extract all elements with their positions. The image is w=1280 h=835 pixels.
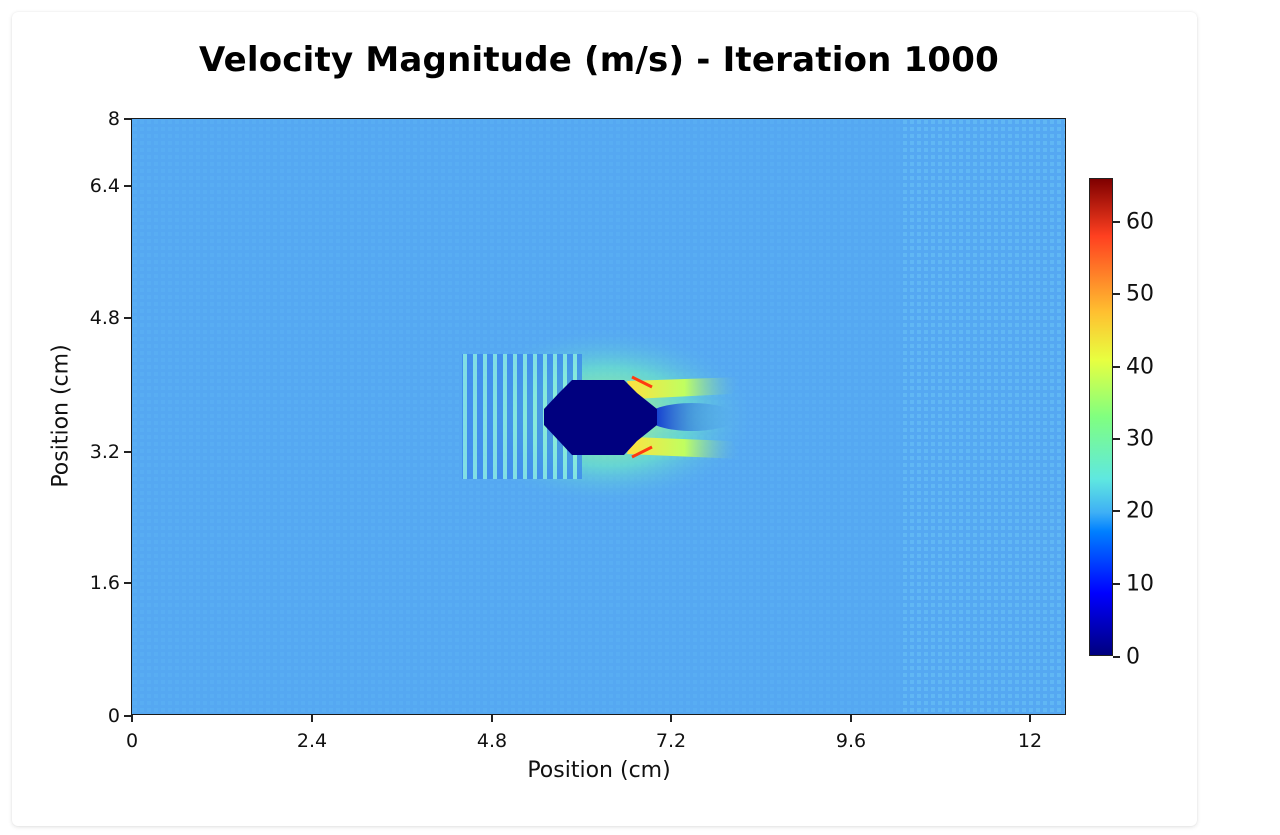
y-tick-label: 3.2 bbox=[89, 441, 120, 463]
obstacle bbox=[544, 380, 657, 455]
x-tick-label: 0 bbox=[125, 730, 139, 752]
colorbar-label: 0 bbox=[1126, 644, 1140, 670]
chart-title: Velocity Magnitude (m/s) - Iteration 100… bbox=[198, 40, 999, 80]
x-tick-label: 2.4 bbox=[296, 730, 328, 752]
colorbar-tick bbox=[1113, 366, 1120, 368]
colorbar-tick bbox=[1113, 221, 1120, 223]
colorbar-tick bbox=[1113, 293, 1120, 295]
y-tick bbox=[124, 118, 131, 120]
y-tick bbox=[124, 451, 131, 453]
colorbar-label: 10 bbox=[1126, 571, 1154, 597]
x-tick bbox=[491, 715, 493, 722]
colorbar-label: 50 bbox=[1126, 281, 1154, 307]
x-tick bbox=[670, 715, 672, 722]
colorbar-tick bbox=[1113, 438, 1120, 440]
colorbar-label: 40 bbox=[1126, 354, 1154, 380]
x-tick bbox=[850, 715, 852, 722]
x-tick bbox=[131, 715, 133, 722]
colorbar-label: 60 bbox=[1126, 209, 1154, 235]
x-tick-label: 12 bbox=[1017, 730, 1043, 752]
colorbar bbox=[1089, 178, 1113, 656]
x-axis-label: Position (cm) bbox=[527, 758, 671, 783]
y-tick bbox=[124, 715, 131, 717]
colorbar-tick bbox=[1113, 583, 1120, 585]
x-tick bbox=[311, 715, 313, 722]
colorbar-label: 20 bbox=[1126, 498, 1154, 524]
x-tick-label: 4.8 bbox=[476, 730, 508, 752]
heatmap-field bbox=[132, 119, 1065, 714]
colorbar-label: 30 bbox=[1126, 426, 1154, 452]
colorbar-tick bbox=[1113, 656, 1120, 658]
y-tick-label: 0 bbox=[107, 705, 120, 727]
y-axis-label: Position (cm) bbox=[48, 344, 74, 488]
colorbar-tick bbox=[1113, 510, 1120, 512]
y-tick bbox=[124, 317, 131, 319]
x-tick-label: 9.6 bbox=[835, 730, 867, 752]
y-tick-label: 1.6 bbox=[89, 572, 120, 594]
x-tick-label: 7.2 bbox=[655, 730, 687, 752]
y-tick-label: 8 bbox=[107, 108, 120, 130]
y-tick-label: 4.8 bbox=[89, 307, 120, 329]
y-tick bbox=[124, 582, 131, 584]
x-tick bbox=[1029, 715, 1031, 722]
y-tick-label: 6.4 bbox=[89, 175, 120, 197]
heatmap-plot-area bbox=[131, 118, 1066, 715]
y-tick bbox=[124, 185, 131, 187]
